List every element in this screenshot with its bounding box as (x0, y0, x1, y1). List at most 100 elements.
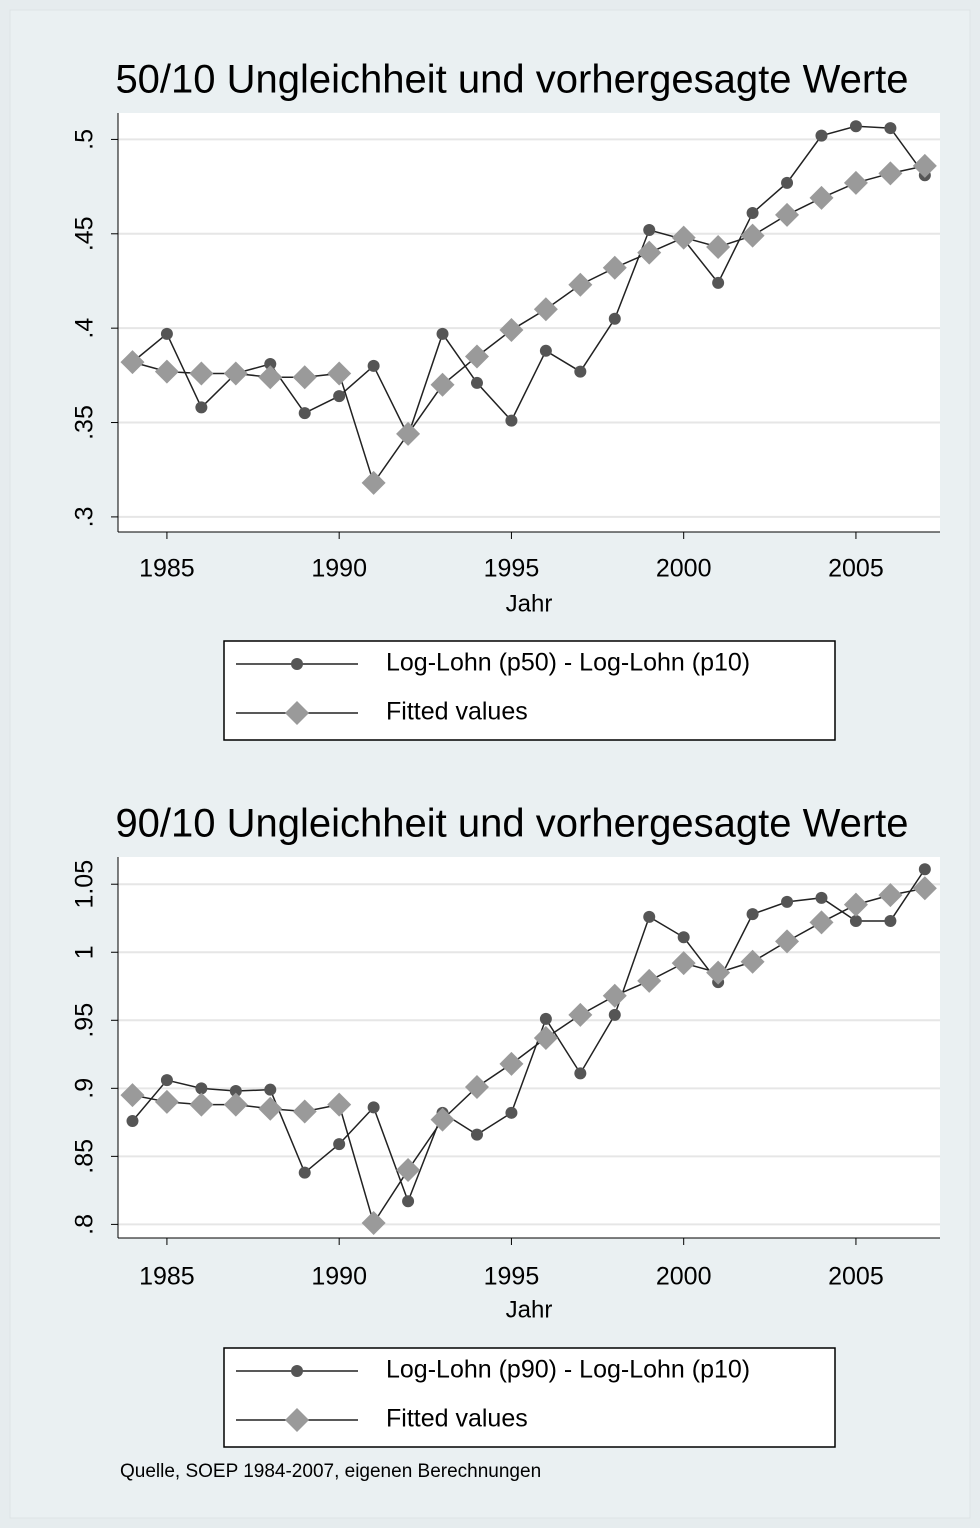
marker-diamond (361, 1211, 386, 1236)
marker-diamond (120, 350, 145, 375)
marker-diamond (396, 1157, 421, 1182)
y-tick-label: 1 (71, 945, 99, 959)
marker-circle (643, 910, 656, 923)
marker-diamond (120, 1083, 145, 1108)
marker-diamond (499, 318, 524, 343)
marker-circle (298, 1166, 311, 1179)
marker-diamond (706, 235, 731, 260)
marker-diamond (912, 153, 937, 178)
marker-circle (470, 1128, 483, 1141)
marker-diamond (533, 1025, 558, 1050)
marker-diamond (285, 1408, 309, 1432)
x-axis-label: Jahr (506, 1296, 553, 1323)
marker-diamond (361, 470, 386, 495)
marker-diamond (223, 361, 248, 386)
marker-circle (815, 891, 828, 904)
marker-diamond (706, 960, 731, 985)
marker-circle (608, 312, 621, 325)
marker-circle (505, 414, 518, 427)
marker-circle (229, 1085, 242, 1098)
marker-diamond (430, 372, 455, 397)
marker-circle (333, 1138, 346, 1151)
y-tick-label: .85 (71, 1139, 99, 1174)
marker-circle (436, 327, 449, 340)
x-axis-label: Jahr (506, 590, 553, 617)
marker-diamond (499, 1051, 524, 1076)
marker-circle (539, 344, 552, 357)
marker-diamond (568, 272, 593, 297)
marker-diamond (912, 876, 937, 901)
marker-circle (402, 1195, 415, 1208)
x-tick-label: 2000 (656, 555, 712, 583)
marker-circle (781, 895, 794, 908)
marker-circle (849, 914, 862, 927)
marker-circle (539, 1012, 552, 1025)
marker-diamond (843, 892, 868, 917)
y-tick-label: .5 (71, 129, 99, 150)
marker-circle (746, 207, 759, 220)
marker-diamond (464, 344, 489, 369)
x-tick-label: 1990 (311, 555, 367, 583)
marker-diamond (740, 949, 765, 974)
chart-title: 90/10 Ungleichheit und vorhergesagte Wer… (115, 802, 908, 846)
marker-diamond (430, 1107, 455, 1132)
marker-diamond (533, 297, 558, 322)
marker-diamond (878, 161, 903, 186)
marker-diamond (843, 170, 868, 195)
marker-diamond (775, 202, 800, 227)
marker-diamond (740, 223, 765, 248)
legend-box (223, 1347, 836, 1448)
marker-circle (781, 176, 794, 189)
marker-diamond (637, 240, 662, 265)
marker-circle (918, 863, 931, 876)
y-tick-label: .95 (71, 1003, 99, 1038)
plot-area (118, 113, 940, 532)
marker-diamond (327, 1092, 352, 1117)
marker-circle (574, 365, 587, 378)
x-tick-label: 1990 (311, 1263, 367, 1291)
marker-diamond (189, 1092, 214, 1117)
marker-circle (367, 359, 380, 372)
y-tick-label: 1.05 (71, 860, 99, 909)
marker-circle (884, 914, 897, 927)
marker-circle (643, 224, 656, 237)
marker-diamond (602, 983, 627, 1008)
marker-diamond (285, 701, 309, 725)
marker-diamond (809, 910, 834, 935)
marker-circle (505, 1106, 518, 1119)
legend-label: Log-Lohn (p90) - Log-Lohn (p10) (386, 1356, 750, 1384)
source-note: Quelle, SOEP 1984-2007, eigenen Berechnu… (120, 1461, 541, 1482)
legend-label: Fitted values (386, 698, 528, 726)
marker-diamond (396, 421, 421, 446)
y-tick-label: .9 (71, 1078, 99, 1099)
legend-box (223, 640, 836, 741)
marker-diamond (154, 1089, 179, 1114)
marker-diamond (327, 361, 352, 386)
marker-diamond (189, 361, 214, 386)
marker-circle (333, 390, 346, 403)
marker-circle (574, 1067, 587, 1080)
marker-diamond (671, 225, 696, 250)
marker-diamond (602, 255, 627, 280)
y-tick-label: .4 (71, 318, 99, 339)
marker-circle (470, 376, 483, 389)
marker-circle (195, 1082, 208, 1095)
y-tick-label: .35 (71, 405, 99, 440)
x-tick-label: 1995 (484, 1263, 540, 1291)
legend-label: Fitted values (386, 1405, 528, 1433)
marker-circle (195, 401, 208, 414)
marker-circle (815, 129, 828, 142)
x-tick-label: 1985 (139, 1263, 195, 1291)
y-tick-label: .45 (71, 216, 99, 251)
marker-circle (608, 1008, 621, 1021)
marker-circle (264, 358, 277, 371)
marker-circle (264, 1083, 277, 1096)
marker-diamond (637, 968, 662, 993)
marker-diamond (878, 883, 903, 908)
legend-label: Log-Lohn (p50) - Log-Lohn (p10) (386, 649, 750, 677)
marker-circle (677, 931, 690, 944)
marker-diamond (464, 1074, 489, 1099)
marker-diamond (258, 365, 283, 390)
marker-circle (746, 908, 759, 921)
